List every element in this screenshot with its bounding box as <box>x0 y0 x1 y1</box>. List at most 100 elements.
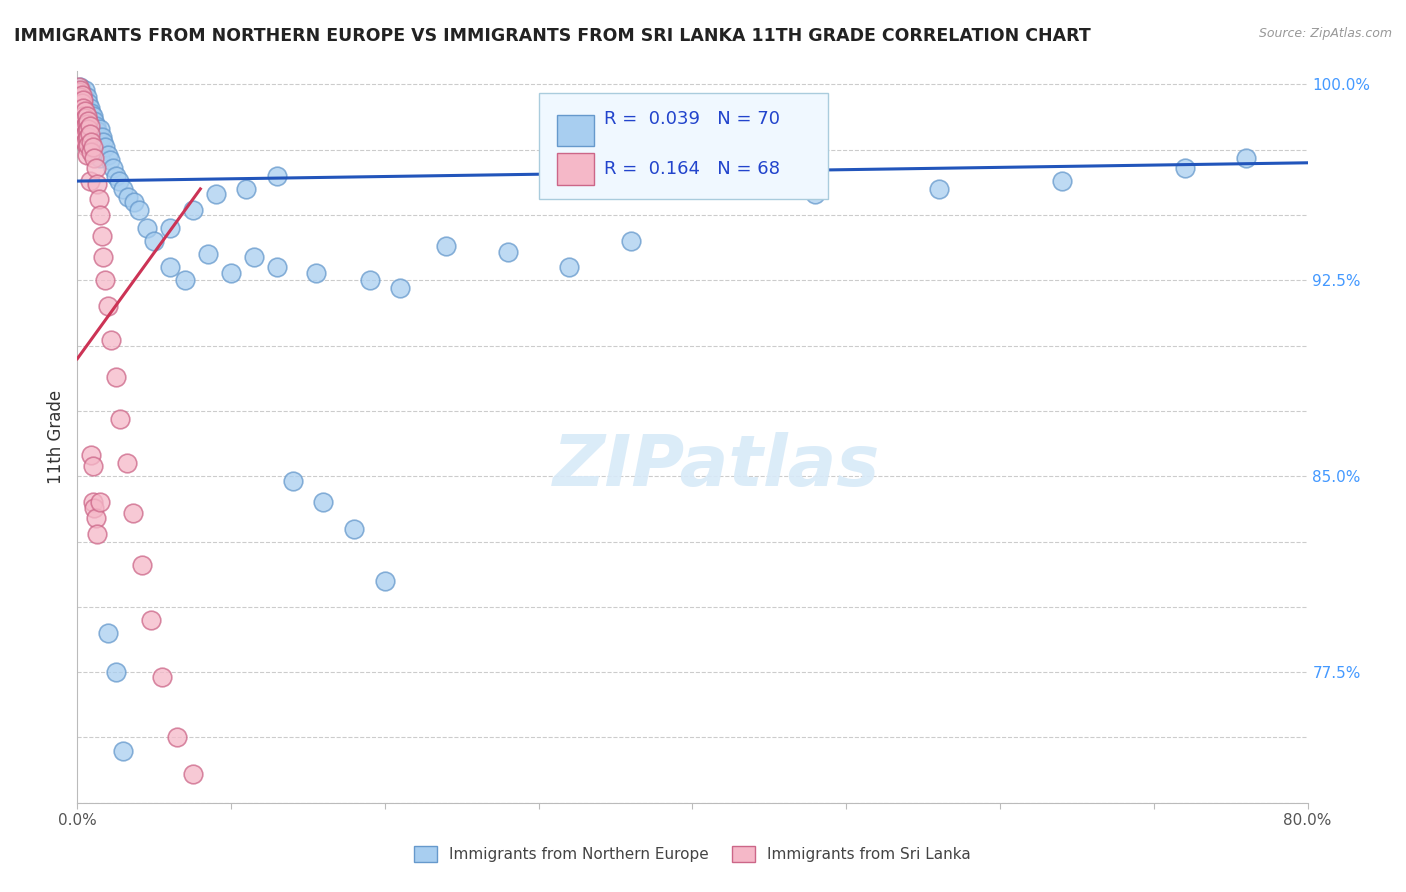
Point <box>77 95 100 110</box>
Point <box>70 112 93 126</box>
Point <box>711 177 734 191</box>
Text: Source: ZipAtlas.com: Source: ZipAtlas.com <box>1258 27 1392 40</box>
Point <box>76 109 98 123</box>
Point <box>86 526 108 541</box>
Point <box>1174 161 1197 175</box>
Point <box>89 121 111 136</box>
Point <box>89 151 111 165</box>
Point <box>70 103 93 118</box>
Point <box>80 448 103 462</box>
Point <box>73 101 96 115</box>
Point <box>73 103 96 118</box>
Point <box>128 202 150 217</box>
Point <box>73 112 96 126</box>
Point <box>82 140 104 154</box>
Point <box>84 119 107 133</box>
Point <box>76 124 98 138</box>
Point <box>219 265 242 279</box>
Point <box>558 260 581 275</box>
Point <box>281 475 304 489</box>
Text: ZIPatlas: ZIPatlas <box>554 432 880 500</box>
Point <box>79 119 101 133</box>
Point <box>72 93 94 107</box>
Point <box>67 93 90 107</box>
Point <box>76 148 98 162</box>
Point <box>928 182 950 196</box>
Point <box>80 135 103 149</box>
Point <box>83 151 105 165</box>
Point <box>70 87 93 102</box>
Point <box>312 495 335 509</box>
Point <box>97 300 120 314</box>
Point <box>122 194 145 209</box>
Point <box>243 250 266 264</box>
Point <box>121 506 143 520</box>
Point <box>98 153 121 168</box>
Point <box>101 161 124 175</box>
Point <box>804 187 827 202</box>
Point <box>84 143 107 157</box>
Point <box>94 273 117 287</box>
Point <box>82 458 104 473</box>
Point <box>69 114 91 128</box>
Point <box>80 106 103 120</box>
Point <box>93 250 115 264</box>
FancyBboxPatch shape <box>557 153 595 185</box>
Point <box>204 187 226 202</box>
Point <box>97 626 120 640</box>
Point <box>72 117 94 131</box>
Point <box>131 558 153 573</box>
Point <box>159 221 181 235</box>
Point <box>79 127 101 141</box>
Point <box>77 117 100 131</box>
Point <box>70 85 93 99</box>
Point <box>87 193 110 207</box>
Point <box>83 114 105 128</box>
Point <box>77 121 100 136</box>
Point <box>108 174 131 188</box>
Point <box>83 137 105 152</box>
Point <box>181 767 204 781</box>
Y-axis label: 11th Grade: 11th Grade <box>48 390 66 484</box>
FancyBboxPatch shape <box>557 114 595 146</box>
Point <box>651 169 673 183</box>
Point <box>1234 151 1257 165</box>
Point <box>135 221 157 235</box>
Point <box>67 80 90 95</box>
Point <box>112 182 135 196</box>
Point <box>79 101 101 115</box>
Point <box>100 334 122 348</box>
Point <box>620 234 643 248</box>
Point <box>73 135 96 149</box>
Legend: Immigrants from Northern Europe, Immigrants from Sri Lanka: Immigrants from Northern Europe, Immigra… <box>408 840 977 868</box>
Point <box>73 119 96 133</box>
Point <box>389 281 412 295</box>
Point <box>72 101 94 115</box>
Point <box>496 244 519 259</box>
Point <box>104 665 127 680</box>
Point <box>80 145 103 160</box>
Point <box>86 124 108 138</box>
Point <box>359 273 381 287</box>
Point <box>77 114 100 128</box>
Point <box>69 106 91 120</box>
Point <box>159 260 181 275</box>
Point <box>73 82 96 96</box>
Point <box>150 670 173 684</box>
Point <box>1050 174 1073 188</box>
Point <box>181 202 204 217</box>
Point <box>115 456 138 470</box>
Text: R =  0.164   N = 68: R = 0.164 N = 68 <box>605 160 780 178</box>
Point <box>90 228 114 243</box>
Point <box>94 140 117 154</box>
Point <box>72 109 94 123</box>
Point <box>67 85 90 99</box>
Point <box>73 127 96 141</box>
Point <box>80 127 103 141</box>
Point <box>104 169 127 183</box>
Point <box>235 182 257 196</box>
Point <box>77 129 100 144</box>
Point <box>72 87 94 102</box>
Point <box>89 495 111 509</box>
Point <box>117 190 139 204</box>
